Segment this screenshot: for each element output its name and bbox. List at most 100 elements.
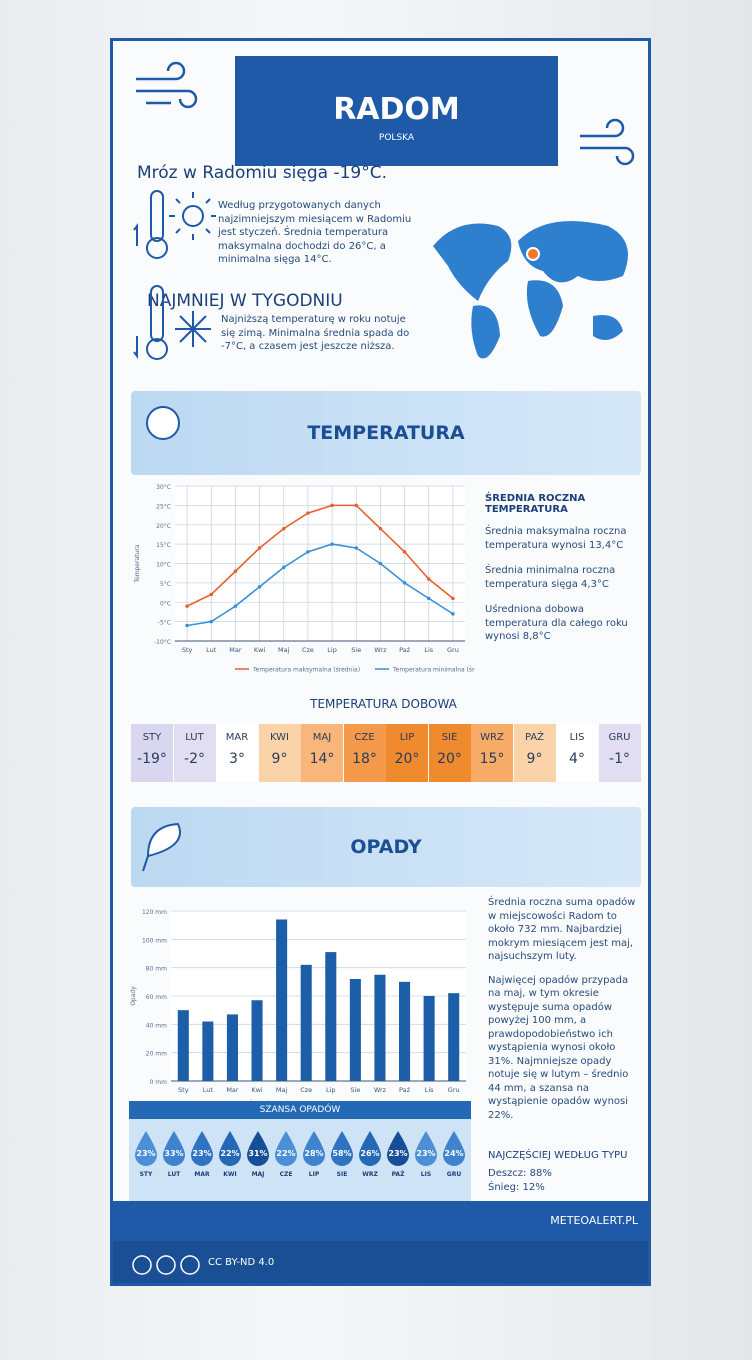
chance-value: 22% xyxy=(220,1149,240,1158)
drop: 23% STY xyxy=(133,1129,159,1199)
chance-month: LIP xyxy=(308,1171,320,1178)
point xyxy=(257,546,262,550)
drop-path xyxy=(415,1131,437,1166)
chance-title: SZANSA OPADÓW xyxy=(129,1101,471,1119)
month: CZE xyxy=(354,732,375,743)
bar xyxy=(349,979,361,1081)
point xyxy=(233,569,238,574)
x-tick-label: Lis xyxy=(424,646,433,654)
month: PAŹ xyxy=(524,732,545,743)
x-tick-label: Wrz xyxy=(374,646,387,654)
month: WRZ xyxy=(480,732,504,743)
point xyxy=(330,542,334,546)
daily-cell: MAJ 14° xyxy=(301,724,343,782)
line xyxy=(186,543,454,627)
month: SIE xyxy=(441,732,458,743)
chance-panel: SZANSA OPADÓW 23% STY 33% LUT 23% MAR 22% KWI 31… xyxy=(129,1101,471,1211)
x-tick-label: Lip xyxy=(326,1086,336,1094)
y-tick-label: -10°C xyxy=(154,639,171,646)
footer-bar: METEOALERT.PL xyxy=(113,1201,648,1241)
daily-cell: LIS 4° xyxy=(556,724,598,782)
temp: 18° xyxy=(352,751,377,767)
poster: RADOM POLSKA Mróz w Radomiu sięga -19°C.… xyxy=(110,38,651,1286)
wind-icon xyxy=(136,61,198,109)
daily-cell: KWI 9° xyxy=(258,724,301,782)
x-tick-label: Lip xyxy=(327,646,337,654)
drop-shape xyxy=(331,1131,353,1166)
paragraph: Średnia roczna suma opadów w miejscowośc… xyxy=(488,897,636,962)
drop: 22% CZE xyxy=(273,1129,299,1199)
y-tick-label: 0 mm xyxy=(150,1079,168,1086)
month: MAJ xyxy=(312,732,332,743)
x-tick-label: Sie xyxy=(350,1086,360,1094)
drop-shape xyxy=(359,1131,381,1166)
chance-value: 23% xyxy=(192,1149,212,1158)
daily-cell: PAŹ 9° xyxy=(513,724,556,782)
point xyxy=(306,511,310,515)
y-tick-label: 30°C xyxy=(156,484,171,491)
chance-value: 28% xyxy=(304,1149,324,1158)
point xyxy=(451,612,455,616)
section-title: OPADY xyxy=(350,836,422,858)
bullet: Uśredniona dobowa temperatura dla całego… xyxy=(485,604,628,642)
drop: 24% GRU xyxy=(441,1129,467,1199)
chance-value: 23% xyxy=(136,1149,156,1158)
month: LUT xyxy=(185,732,204,743)
cc-icons xyxy=(132,1255,200,1275)
y-tick-label: 5°C xyxy=(160,581,171,588)
drop-shape xyxy=(191,1131,213,1166)
bar xyxy=(202,1021,214,1081)
drop-shape xyxy=(387,1131,409,1166)
header-banner: RADOM POLSKA xyxy=(235,56,558,166)
y-axis-label: Temperatura xyxy=(134,544,141,583)
y-tick-label: 100 mm xyxy=(142,937,167,944)
bar xyxy=(226,1014,238,1081)
daily-cell: CZE 18° xyxy=(343,724,386,782)
x-tick-label: Mar xyxy=(229,646,242,654)
x-tick-label: Lut xyxy=(206,646,217,654)
point xyxy=(185,623,189,628)
point xyxy=(306,550,310,554)
x-tick-label: Sie xyxy=(351,646,361,654)
temp: 14° xyxy=(309,751,335,767)
point xyxy=(402,550,407,554)
temp: 4° xyxy=(569,751,585,767)
temp: -1° xyxy=(609,751,630,767)
bar xyxy=(374,974,386,1081)
chance-value: 23% xyxy=(388,1149,408,1158)
point xyxy=(354,546,359,550)
chance-value: 31% xyxy=(248,1149,268,1158)
drop-shape xyxy=(163,1131,185,1166)
precipitation-chart: 0 mm 20 mm 40 mm 60 mm 80 mm 100 mm 120 mm Sty L… xyxy=(130,909,466,1101)
bullet: Średnia maksymalna roczna temperatura wy… xyxy=(485,526,627,551)
umbrella-icon xyxy=(142,822,181,872)
temp: -19° xyxy=(137,751,167,767)
x-tick-label: Wrz xyxy=(374,1086,387,1094)
drop: 31% MAJ xyxy=(245,1129,271,1199)
legend-label: Temperatura maksymalna (średnia) xyxy=(252,667,360,674)
drop-path xyxy=(135,1131,157,1166)
point xyxy=(330,503,334,508)
type-item: Deszcz: 88% xyxy=(488,1168,552,1179)
alert-text: Najniższą temperaturę w roku notuje się … xyxy=(221,314,410,352)
y-tick-label: 20 mm xyxy=(146,1051,167,1058)
y-tick-label: 15°C xyxy=(156,542,171,549)
bullet: Średnia minimalna roczna temperatura się… xyxy=(485,565,616,590)
sun-icon xyxy=(146,406,180,440)
section-banner: OPADY xyxy=(131,807,641,887)
point xyxy=(257,584,262,589)
license-bar: CC BY-ND 4.0 xyxy=(113,1241,648,1283)
drop-path xyxy=(191,1131,213,1166)
drop: 28% LIP xyxy=(301,1129,327,1199)
drop-shape xyxy=(303,1131,325,1166)
x-tick-label: Mar xyxy=(226,1086,239,1094)
city: RADOM xyxy=(333,92,460,127)
y-tick-label: 60 mm xyxy=(146,994,167,1001)
chance-month: LIS xyxy=(420,1171,432,1178)
x-tick-label: Cze xyxy=(300,1086,312,1094)
temp: 9° xyxy=(271,751,288,767)
point xyxy=(426,596,431,601)
bar xyxy=(448,993,460,1081)
chance-month: STY xyxy=(139,1171,153,1178)
